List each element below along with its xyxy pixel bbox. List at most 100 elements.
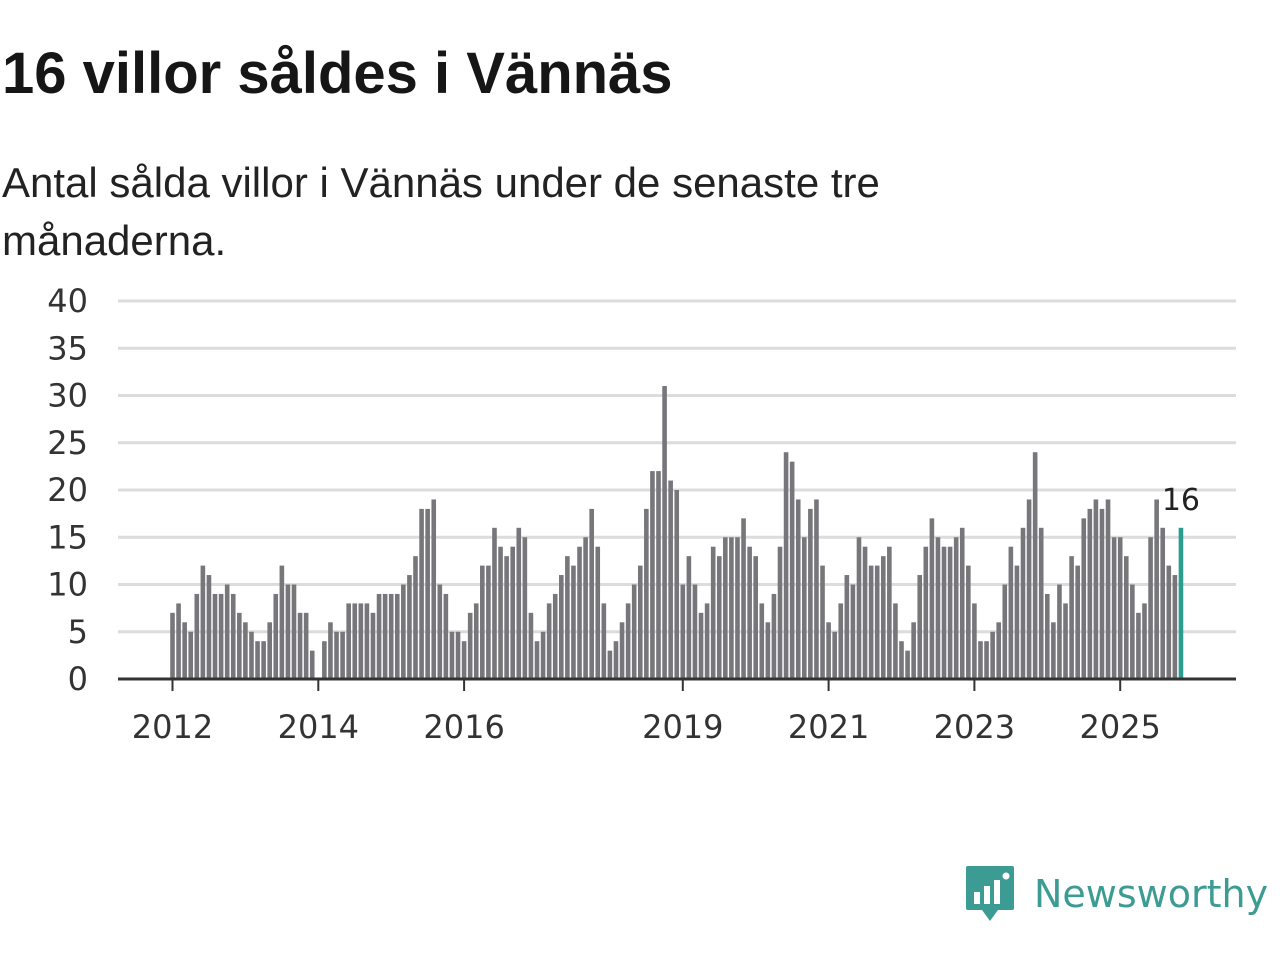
bar-62 [546, 603, 552, 679]
bar-112 [850, 584, 856, 679]
bar-74 [619, 622, 625, 679]
y-tick-label-30: 30 [47, 377, 88, 415]
bar-115 [868, 565, 874, 679]
bar-83 [674, 490, 680, 679]
chart-subtitle: Antal sålda villor i Vännäs under de sen… [2, 159, 880, 264]
bar-45 [443, 593, 449, 679]
bar-140 [1020, 527, 1026, 679]
bar-81 [662, 386, 667, 679]
bar-12 [243, 622, 248, 679]
bar-57 [516, 527, 522, 679]
bar-100 [777, 546, 783, 679]
bar-21 [297, 612, 303, 679]
bar-66 [571, 565, 576, 679]
bar-106 [814, 499, 819, 679]
bar-67 [577, 546, 582, 679]
bar-111 [844, 575, 850, 679]
bar-87 [698, 612, 704, 679]
bar-90 [716, 556, 722, 679]
y-tick-label-40: 40 [47, 282, 88, 320]
bar-99 [771, 593, 777, 679]
bar-79 [650, 471, 655, 679]
bar-141 [1026, 499, 1032, 679]
bar-6 [206, 575, 212, 679]
bar-124 [923, 546, 929, 679]
bar-165 [1172, 575, 1178, 679]
bar-134 [984, 641, 989, 679]
bar-98 [765, 622, 771, 679]
bar-82 [668, 480, 673, 679]
bar-17 [273, 593, 279, 679]
bar-104 [802, 537, 807, 679]
bar-46 [449, 631, 455, 679]
bar-131 [966, 565, 971, 679]
bar-84 [680, 584, 686, 679]
bar-72 [607, 650, 613, 679]
x-tick-label-2023: 2023 [934, 708, 1015, 746]
bar-117 [880, 556, 886, 679]
bar-54 [498, 546, 503, 679]
bar-97 [759, 603, 765, 679]
bar-47 [455, 631, 461, 679]
bar-163 [1160, 527, 1166, 679]
bar-88 [704, 603, 710, 679]
bar-13 [249, 631, 254, 679]
bar-158 [1130, 584, 1135, 679]
bar-78 [644, 508, 649, 679]
bar-29 [346, 603, 351, 679]
bar-162 [1154, 499, 1159, 679]
bar-86 [692, 584, 698, 679]
bar-149 [1075, 565, 1080, 679]
bar-52 [486, 565, 491, 679]
bar-96 [753, 556, 758, 679]
bar-60 [534, 641, 540, 679]
bar-164 [1166, 565, 1172, 679]
bar-31 [358, 603, 364, 679]
bar-132 [972, 603, 977, 679]
bar-92 [729, 537, 734, 679]
bar-130 [959, 527, 965, 679]
bar-101 [783, 452, 789, 679]
newsworthy-logo-icon [966, 866, 1014, 921]
bar-161 [1148, 537, 1153, 679]
bar-71 [601, 603, 607, 679]
bar-138 [1008, 546, 1014, 679]
bar-55 [504, 556, 509, 679]
bar-125 [929, 518, 935, 679]
bar-159 [1136, 612, 1141, 679]
bar-75 [625, 603, 631, 679]
bar-53 [492, 527, 497, 679]
bar-9 [224, 584, 230, 679]
bar-123 [917, 575, 923, 679]
bar-27 [334, 631, 339, 679]
bar-23 [309, 650, 315, 679]
bar-142 [1032, 452, 1038, 679]
bar-156 [1117, 537, 1123, 679]
newsworthy-brand: Newsworthy [964, 864, 1268, 924]
bar-5 [200, 565, 206, 679]
value-labels: 16 [1162, 483, 1200, 518]
bar-43 [431, 499, 437, 679]
bar-4 [194, 593, 200, 679]
bar-119 [893, 603, 898, 679]
bar-41 [419, 508, 424, 679]
bar-15 [261, 641, 266, 679]
bar-69 [589, 508, 594, 679]
bar-118 [887, 546, 892, 679]
bar-152 [1093, 499, 1099, 679]
bar-133 [978, 641, 983, 679]
bar-105 [808, 508, 813, 679]
bar-129 [953, 537, 959, 679]
x-tick-label-2021: 2021 [788, 708, 869, 746]
bar-136 [996, 622, 1001, 679]
y-tick-label-5: 5 [68, 613, 88, 651]
bar-160 [1142, 603, 1147, 679]
bar-150 [1081, 518, 1087, 679]
bar-89 [710, 546, 716, 679]
bar-22 [303, 612, 309, 679]
x-tick-label-2012: 2012 [132, 708, 213, 746]
bar-77 [637, 565, 643, 679]
bar-103 [795, 499, 801, 679]
bar-3 [188, 631, 194, 679]
